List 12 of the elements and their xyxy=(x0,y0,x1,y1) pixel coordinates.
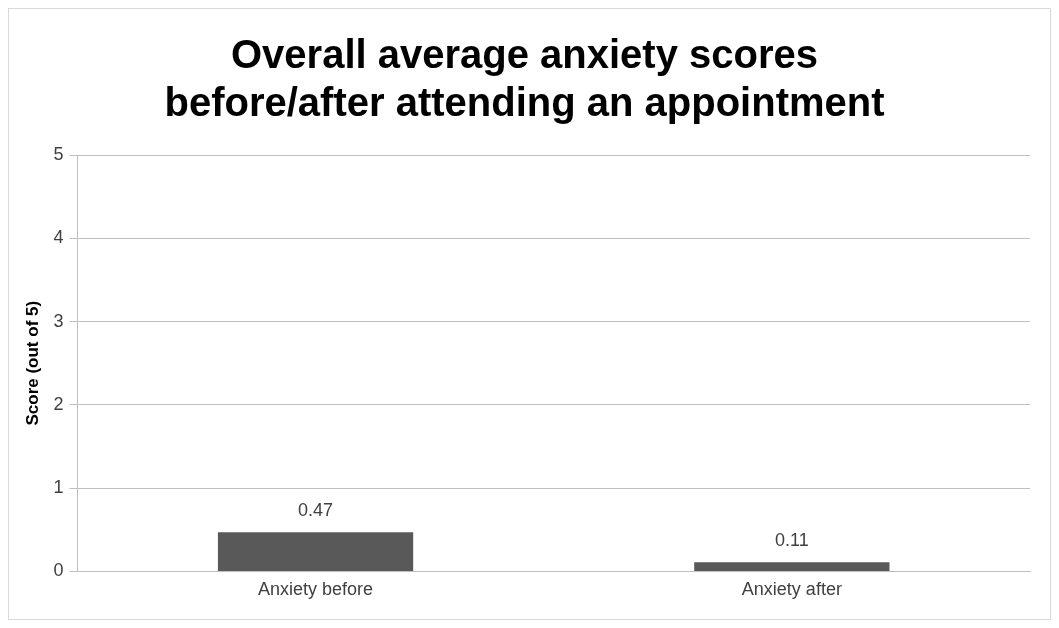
x-tick-label: Anxiety after xyxy=(741,579,842,600)
y-tick-label: 4 xyxy=(53,227,64,248)
data-label: 0.47 xyxy=(298,500,334,521)
y-tick-label: 0 xyxy=(53,560,64,581)
chart-title: Overall average anxiety scores before/after attending an appointment xyxy=(164,32,885,125)
y-tick-label: 3 xyxy=(53,310,64,331)
y-axis-title: Score (out of 5) xyxy=(22,300,42,426)
x-tick-label: Anxiety before xyxy=(258,579,374,600)
y-tick-label: 2 xyxy=(53,393,64,414)
y-tick-label: 5 xyxy=(53,143,64,164)
data-label: 0.11 xyxy=(775,530,809,551)
y-tick-label: 1 xyxy=(53,477,64,498)
